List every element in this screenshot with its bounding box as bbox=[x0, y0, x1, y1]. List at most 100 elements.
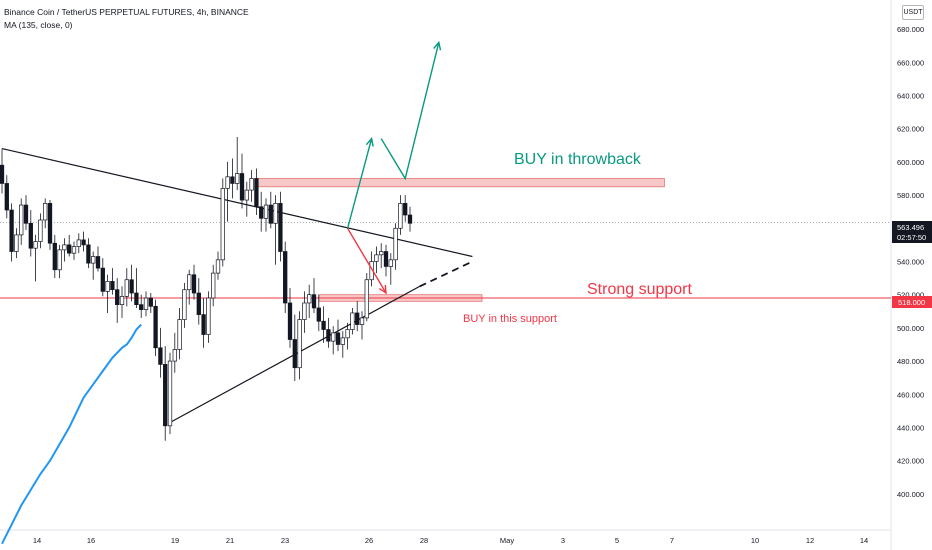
current-price-value: 563.496 bbox=[897, 223, 924, 232]
candle-body bbox=[148, 297, 153, 307]
candle-body bbox=[355, 312, 360, 325]
candle-body bbox=[91, 256, 96, 264]
time-tick-label: 3 bbox=[561, 536, 565, 545]
moving-average-layer bbox=[1, 323, 142, 545]
candle-body bbox=[14, 234, 19, 252]
candle-body bbox=[105, 281, 110, 292]
candle-body bbox=[311, 294, 317, 309]
candle-body bbox=[407, 214, 413, 224]
candle-body bbox=[268, 204, 273, 224]
currency-button[interactable]: USDT bbox=[902, 5, 924, 20]
candle-body bbox=[19, 204, 24, 236]
candle-body bbox=[201, 314, 206, 335]
price-tick-label: 680.000 bbox=[897, 25, 924, 34]
time-tick-label: 23 bbox=[281, 536, 289, 545]
candle-body bbox=[364, 279, 369, 319]
price-tick-label: 660.000 bbox=[897, 58, 924, 67]
time-tick-label: 21 bbox=[226, 536, 234, 545]
candle-body bbox=[388, 259, 393, 267]
price-tick-label: 460.000 bbox=[897, 390, 924, 399]
candle-body bbox=[350, 312, 355, 330]
candle-body bbox=[134, 292, 139, 305]
candle-body bbox=[297, 319, 302, 369]
price-tick-label: 540.000 bbox=[897, 257, 924, 266]
time-tick-label: 12 bbox=[806, 536, 814, 545]
candle-body bbox=[283, 251, 288, 304]
candle-body bbox=[393, 227, 398, 261]
symbol-title[interactable]: Binance Coin / TetherUS PERPETUAL FUTURE… bbox=[4, 7, 249, 17]
candle-body bbox=[119, 295, 125, 305]
current-price-label: 563.496 02:57:50 bbox=[892, 221, 932, 243]
candle-body bbox=[292, 339, 297, 369]
price-axis[interactable]: 680.000 660.000 640.000 620.000 600.000 580.0… bbox=[897, 25, 924, 499]
projection-arrow bbox=[380, 42, 440, 181]
price-tick-label: 520.000 bbox=[897, 291, 924, 300]
time-axis[interactable]: 14 16 19 21 23 26 28 May 3 5 7 10 12 14 bbox=[33, 536, 868, 545]
candle-body bbox=[187, 274, 192, 291]
candle-body bbox=[326, 329, 331, 342]
candle-body bbox=[259, 206, 264, 219]
candle-body bbox=[100, 267, 105, 292]
projection-arrow bbox=[346, 227, 387, 294]
candle-body bbox=[71, 246, 77, 254]
candle-body bbox=[153, 305, 158, 349]
candle-body bbox=[307, 294, 312, 304]
candle-body bbox=[239, 173, 245, 201]
support-price-label: 518.000 bbox=[892, 296, 932, 308]
candle-body bbox=[47, 203, 53, 244]
candle-body bbox=[379, 251, 384, 256]
arrow-head bbox=[378, 284, 387, 295]
time-tick-label: 5 bbox=[615, 536, 619, 545]
candle-body bbox=[254, 178, 259, 208]
time-tick-label: 14 bbox=[33, 536, 41, 545]
support-price-value: 518.000 bbox=[898, 298, 925, 307]
candle-body bbox=[345, 329, 350, 339]
price-tick-label: 420.000 bbox=[897, 457, 924, 466]
candle-body bbox=[143, 297, 149, 310]
candle-body bbox=[244, 189, 249, 201]
time-tick-label: 7 bbox=[670, 536, 674, 545]
time-tick-label: 19 bbox=[171, 536, 179, 545]
candles-layer bbox=[0, 136, 413, 441]
candle-body bbox=[163, 364, 168, 427]
candle-body bbox=[9, 209, 14, 252]
candle-body bbox=[182, 289, 187, 320]
candle-body bbox=[139, 304, 144, 310]
candle-body bbox=[158, 347, 163, 365]
candle-body bbox=[4, 183, 9, 211]
candle-body bbox=[177, 319, 182, 350]
candle-body bbox=[340, 337, 345, 345]
candle-body bbox=[235, 173, 240, 184]
moving-average-line bbox=[1, 323, 142, 545]
candle-body bbox=[206, 297, 211, 335]
candle-body bbox=[263, 204, 269, 219]
candle-body bbox=[115, 289, 120, 305]
candle-body bbox=[383, 251, 389, 267]
candle-body bbox=[81, 239, 86, 246]
candle-body bbox=[57, 249, 62, 271]
time-tick-label: 16 bbox=[87, 536, 95, 545]
candle-body bbox=[215, 259, 221, 274]
candle-body bbox=[124, 279, 129, 297]
indicator-title[interactable]: MA (135, close, 0) bbox=[4, 20, 73, 30]
candle-body bbox=[95, 256, 101, 269]
candle-body bbox=[249, 178, 254, 191]
time-tick-label: 14 bbox=[860, 536, 868, 545]
candle-body bbox=[335, 332, 341, 345]
price-tick-label: 600.000 bbox=[897, 158, 924, 167]
resistance-zone bbox=[255, 178, 665, 188]
annotation-buy-throwback: BUY in throwback bbox=[514, 151, 642, 168]
candle-body bbox=[43, 203, 48, 221]
chart-legend: Binance Coin / TetherUS PERPETUAL FUTURE… bbox=[4, 6, 249, 32]
price-tick-label: 440.000 bbox=[897, 423, 924, 432]
arrows-layer bbox=[346, 40, 442, 295]
time-tick-label: 26 bbox=[365, 536, 373, 545]
time-tick-label: 28 bbox=[420, 536, 428, 545]
candle-body bbox=[321, 320, 326, 330]
candle-body bbox=[23, 204, 29, 224]
candle-body bbox=[167, 360, 173, 427]
candle-body bbox=[129, 279, 134, 294]
trendline bbox=[419, 260, 473, 288]
candle-body bbox=[191, 274, 197, 294]
